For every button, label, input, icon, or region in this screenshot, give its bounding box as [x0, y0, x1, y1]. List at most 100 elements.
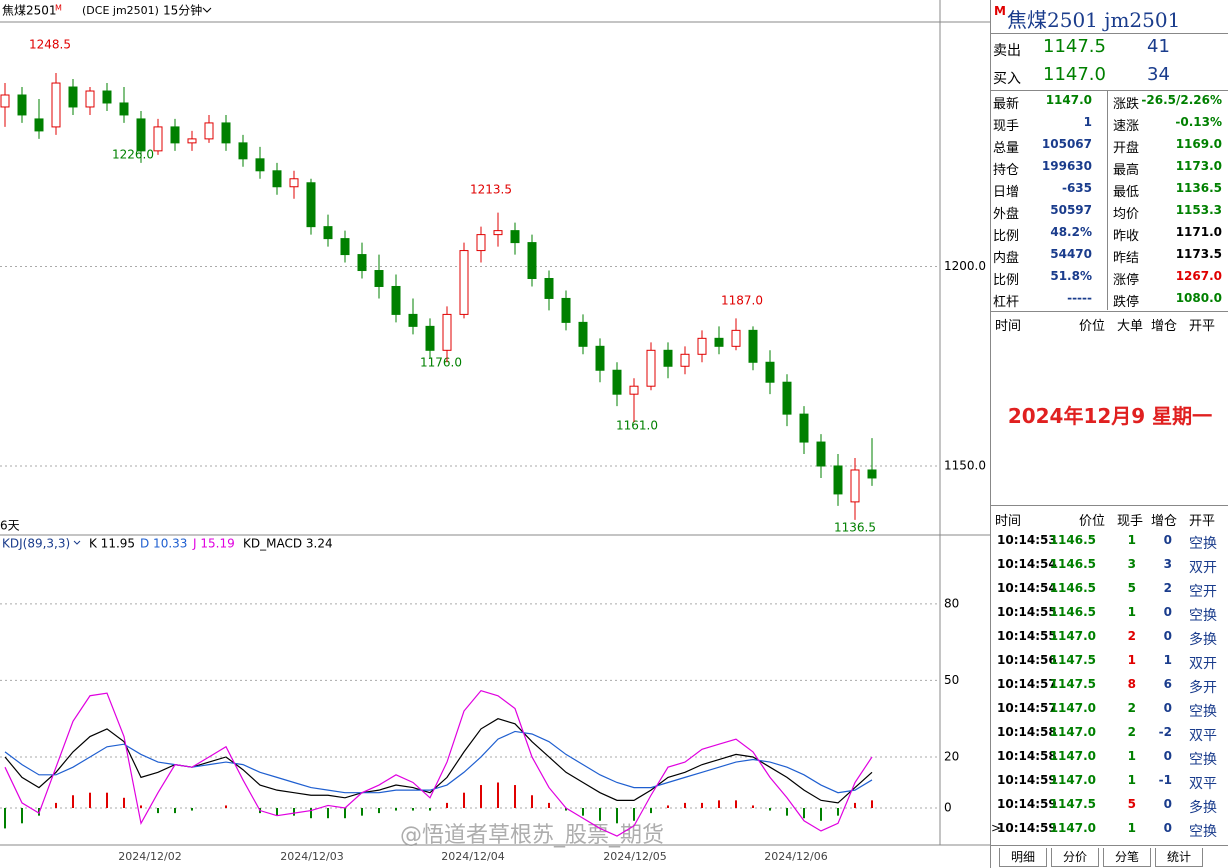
stat-value: 105067 — [1041, 137, 1092, 151]
trade-type: 空换 — [1189, 536, 1217, 552]
ask-price: 1147.5 — [1043, 36, 1106, 57]
stat-value: 1169.0 — [1175, 137, 1222, 151]
trade-volume: 1 — [1127, 821, 1136, 835]
trade-price: 1147.5 — [1049, 653, 1096, 667]
legend-entry: J 15.19 — [192, 537, 235, 551]
y-tick-label: 20 — [944, 749, 959, 763]
candle-body — [663, 349, 673, 367]
trade-oi-change: 0 — [1163, 821, 1172, 835]
stat-label: 最新 — [993, 97, 1020, 112]
trade-type: 空换 — [1189, 752, 1217, 768]
bid-volume: 34 — [1147, 64, 1170, 85]
stat-value: 1153.3 — [1175, 203, 1222, 217]
low-label: 1226.0 — [112, 148, 154, 162]
column-header: 增仓 — [1151, 319, 1178, 334]
trade-oi-change: 0 — [1163, 701, 1172, 715]
trade-price: 1147.0 — [1049, 701, 1096, 715]
tab[interactable]: 明细 — [999, 848, 1047, 867]
row-cursor: > — [991, 821, 1002, 835]
trade-volume: 1 — [1127, 533, 1136, 547]
trade-oi-change: 6 — [1163, 677, 1172, 691]
candle-body — [731, 329, 741, 347]
trade-time: 10:14:57 — [997, 701, 1057, 715]
candle-body — [612, 369, 622, 395]
stat-label: 持仓 — [993, 163, 1020, 178]
divider — [991, 845, 1228, 846]
trade-price: 1147.5 — [1049, 797, 1096, 811]
candle-body — [442, 313, 452, 351]
divider — [1107, 90, 1108, 310]
candle-body — [510, 230, 520, 244]
trade-oi-change: 3 — [1163, 557, 1172, 571]
trade-time: 10:14:59 — [997, 797, 1057, 811]
indicator-line — [4, 689, 873, 837]
candle-body — [374, 270, 384, 287]
stat-label: 比例 — [993, 273, 1020, 288]
period: 15分钟 — [163, 3, 202, 18]
stat-value: 1173.0 — [1175, 159, 1222, 173]
code: (DCE jm2501) — [82, 4, 159, 17]
column-header: 现手 — [1117, 514, 1144, 529]
trade-price: 1147.5 — [1049, 677, 1096, 691]
trade-oi-change: 0 — [1163, 533, 1172, 547]
stat-label: 昨结 — [1113, 251, 1140, 266]
stat-label: 涨跌 — [1113, 97, 1140, 112]
tab[interactable]: 分笔 — [1103, 848, 1151, 867]
stat-label: 杠杆 — [993, 295, 1020, 310]
dropdown[interactable] — [202, 7, 212, 13]
candle-body — [153, 126, 163, 152]
date-label: 2024/12/03 — [280, 850, 343, 863]
column-header: 开平 — [1189, 514, 1216, 529]
indicator-title: KDJ(89,3,3) — [2, 537, 70, 551]
candle-body — [408, 313, 418, 327]
date-label: 2024/12/04 — [441, 850, 504, 863]
dropdown[interactable] — [73, 540, 81, 545]
candle-body — [17, 94, 27, 116]
trade-time: 10:14:59 — [997, 773, 1057, 787]
tab[interactable]: 统计 — [1155, 848, 1203, 867]
stat-value: -26.5/2.26% — [1141, 93, 1222, 107]
trade-time: 10:14:59 — [997, 821, 1057, 835]
legend-entry: KD_MACD 3.24 — [243, 537, 333, 551]
candle-body — [476, 234, 486, 252]
stat-label: 外盘 — [993, 207, 1020, 222]
stat-label: 最低 — [1113, 185, 1140, 200]
candle-body — [68, 86, 78, 108]
bid-label: 买入 — [993, 71, 1021, 87]
trade-volume: 1 — [1127, 773, 1136, 787]
tab[interactable]: 分价 — [1051, 848, 1099, 867]
trade-time: 10:14:54 — [997, 557, 1057, 571]
candle-body — [765, 361, 775, 383]
column-header: 时间 — [995, 514, 1022, 529]
candle-body — [272, 170, 282, 188]
y-tick-label: 0 — [944, 801, 952, 815]
stat-value: 1 — [1083, 115, 1092, 129]
candle-body — [833, 465, 843, 495]
stat-value: -635 — [1061, 181, 1092, 195]
candle-body — [204, 122, 214, 140]
candle-body — [221, 122, 231, 144]
candle-body — [85, 90, 95, 108]
divider — [991, 505, 1228, 506]
candle-body — [34, 118, 44, 132]
candle-body — [816, 441, 826, 467]
trade-volume: 2 — [1127, 701, 1136, 715]
candle-body — [867, 469, 877, 479]
trade-time: 10:14:58 — [997, 725, 1057, 739]
candle-body — [578, 321, 588, 347]
trade-type: 空换 — [1189, 704, 1217, 720]
stat-label: 涨停 — [1113, 273, 1140, 288]
indicator-line — [4, 730, 873, 794]
candle-body — [289, 178, 299, 188]
trade-volume: 1 — [1127, 653, 1136, 667]
low-label: 1176.0 — [420, 356, 462, 370]
trade-volume: 8 — [1127, 677, 1136, 691]
candle-body — [255, 158, 265, 172]
trade-price: 1147.0 — [1049, 725, 1096, 739]
trade-time: 10:14:55 — [997, 629, 1057, 643]
trade-oi-change: 0 — [1163, 797, 1172, 811]
candle-body — [850, 469, 860, 503]
candle-body — [340, 238, 350, 256]
trade-oi-change: 1 — [1163, 653, 1172, 667]
